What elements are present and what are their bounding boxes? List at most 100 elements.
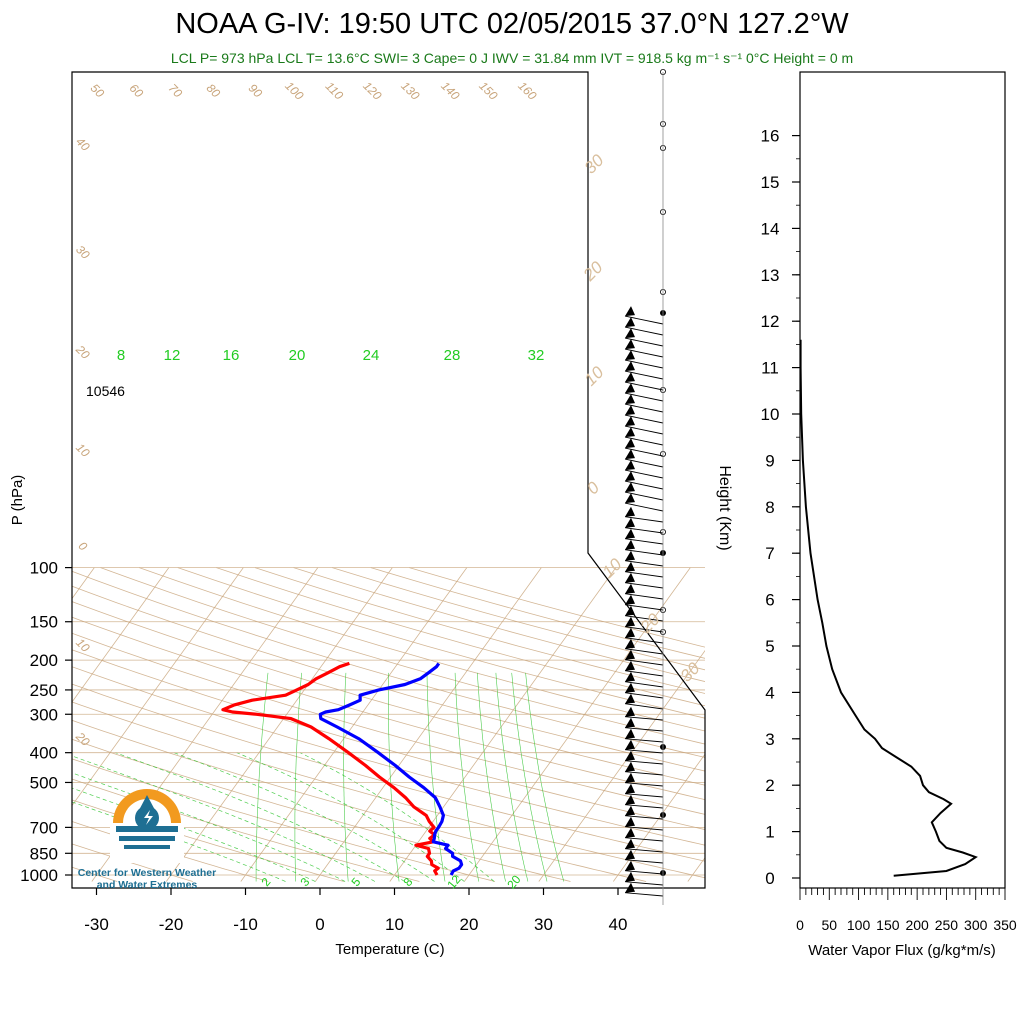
wind-barb-flag bbox=[625, 871, 635, 882]
wind-barb-flag bbox=[625, 772, 635, 783]
dry-adiabat-line bbox=[72, 616, 705, 801]
wind-barb-staff bbox=[624, 538, 664, 545]
wind-barb-flag bbox=[625, 449, 635, 460]
mixing-ratio-label: 20 bbox=[289, 347, 306, 364]
wind-barb-staff bbox=[624, 648, 664, 655]
wind-barb-flag bbox=[625, 706, 635, 717]
theta-e-label: 10 bbox=[599, 554, 626, 581]
wind-barb-flag bbox=[625, 416, 635, 427]
theta-label: 20 bbox=[72, 729, 92, 749]
wind-barb-flag bbox=[625, 838, 635, 849]
wind-barb-flag bbox=[625, 493, 635, 504]
theta-label: 10 bbox=[73, 635, 93, 655]
dry-adiabat-line bbox=[72, 821, 269, 882]
wind-barb-flag bbox=[625, 372, 635, 383]
mixing-ratio-line bbox=[255, 672, 269, 882]
wind-barb-staff bbox=[624, 692, 664, 699]
theta-label: 160 bbox=[515, 79, 539, 103]
x-tick-label: 0 bbox=[315, 915, 324, 934]
dry-adiabat-line bbox=[72, 570, 705, 758]
wind-barb-flag bbox=[625, 539, 635, 550]
height-tick-label: 12 bbox=[761, 312, 780, 331]
theta-label: 10 bbox=[73, 440, 93, 460]
height-tick-label: 15 bbox=[761, 173, 780, 192]
dewpoint-profile-line bbox=[318, 662, 464, 876]
wind-barb-flag bbox=[625, 394, 635, 405]
wind-barb-staff bbox=[624, 659, 664, 666]
wind-barb-staff bbox=[624, 516, 664, 523]
y-axis-title: P (hPa) bbox=[9, 475, 26, 526]
y-tick-label: 500 bbox=[30, 773, 58, 792]
wind-barb-staff bbox=[624, 527, 664, 534]
mixing-ratio-line bbox=[525, 672, 565, 882]
wind-barb-flag bbox=[625, 816, 635, 827]
theta-label: 120 bbox=[360, 79, 384, 103]
wind-barb-flag bbox=[625, 660, 635, 671]
wind-barb-flag bbox=[625, 383, 635, 394]
wind-barb-staff bbox=[624, 549, 664, 556]
wind-barb-staff bbox=[624, 337, 664, 347]
wind-barb-staff bbox=[624, 436, 664, 446]
mixing-ratio-label: 32 bbox=[528, 347, 545, 364]
wind-barb-flag bbox=[625, 405, 635, 416]
wind-barb-staff bbox=[624, 892, 664, 897]
wind-barb-flag bbox=[625, 306, 635, 317]
wind-barb-flag bbox=[625, 550, 635, 561]
moist-adiabat-line bbox=[72, 772, 346, 882]
height-tick-label: 14 bbox=[761, 219, 780, 238]
wind-barb-staff bbox=[624, 560, 664, 567]
dry-adiabat-line bbox=[409, 567, 705, 648]
mixing-ratio-line bbox=[477, 672, 506, 882]
cw3e-logo: Center for Western Weather and Water Ext… bbox=[78, 789, 216, 891]
y-tick-label: 700 bbox=[30, 818, 58, 837]
wind-barb-flag bbox=[625, 471, 635, 482]
theta-e-label: 30 bbox=[677, 658, 704, 685]
isotherm-line bbox=[240, 567, 468, 882]
wind-barb-staff bbox=[624, 315, 664, 325]
wind-barb-flag bbox=[625, 805, 635, 816]
isotherm-line bbox=[314, 567, 542, 882]
wind-barb-staff bbox=[624, 815, 664, 820]
y-tick-label: 1000 bbox=[20, 866, 58, 885]
wind-barb-flag bbox=[625, 460, 635, 471]
wind-barb-staff bbox=[624, 703, 664, 710]
wind-barb-flag bbox=[625, 750, 635, 761]
y-tick-label: 850 bbox=[30, 844, 58, 863]
mixing-ratio-label: 5 bbox=[348, 875, 363, 889]
flux-tick-label: 200 bbox=[905, 917, 929, 933]
wind-barbs bbox=[624, 69, 667, 897]
mixing-ratio-label: 12 bbox=[164, 347, 181, 364]
wind-barb-flag bbox=[625, 682, 635, 693]
wind-barb-flag bbox=[625, 649, 635, 660]
theta-label: 110 bbox=[323, 79, 347, 103]
wind-barb-staff bbox=[624, 881, 664, 886]
mixing-ratio-line bbox=[388, 672, 400, 882]
x-tick-label: 20 bbox=[460, 915, 479, 934]
height-tick-label: 2 bbox=[765, 776, 774, 795]
dry-adiabat-line bbox=[72, 649, 705, 830]
wind-barb-staff bbox=[624, 848, 664, 853]
wind-barb-staff bbox=[624, 760, 664, 765]
theta-label: 130 bbox=[398, 79, 422, 103]
theta-label: 0 bbox=[76, 539, 91, 554]
height-tick-label: 3 bbox=[765, 730, 774, 749]
wind-barb-flag bbox=[625, 860, 635, 871]
dry-adiabat-line bbox=[216, 567, 705, 707]
theta-label: 150 bbox=[476, 79, 500, 103]
moist-adiabat-line bbox=[173, 752, 435, 882]
wind-barb-flag bbox=[625, 438, 635, 449]
x-tick-label: 30 bbox=[534, 915, 553, 934]
theta-label: 70 bbox=[166, 81, 186, 101]
wind-barb-staff bbox=[624, 826, 664, 831]
wind-barb-staff bbox=[624, 370, 664, 380]
flux-profile-line bbox=[800, 339, 978, 877]
wind-barb-flag bbox=[625, 528, 635, 539]
moist-adiabat-line bbox=[72, 755, 376, 882]
skew-t-frame bbox=[71, 71, 706, 889]
wind-barb-staff bbox=[624, 615, 664, 622]
isotherm-line bbox=[538, 650, 705, 882]
wind-barb-staff bbox=[624, 582, 664, 589]
wind-barb-staff bbox=[624, 749, 664, 754]
wind-barb-staff bbox=[624, 771, 664, 776]
wind-barb-flag bbox=[625, 572, 635, 583]
